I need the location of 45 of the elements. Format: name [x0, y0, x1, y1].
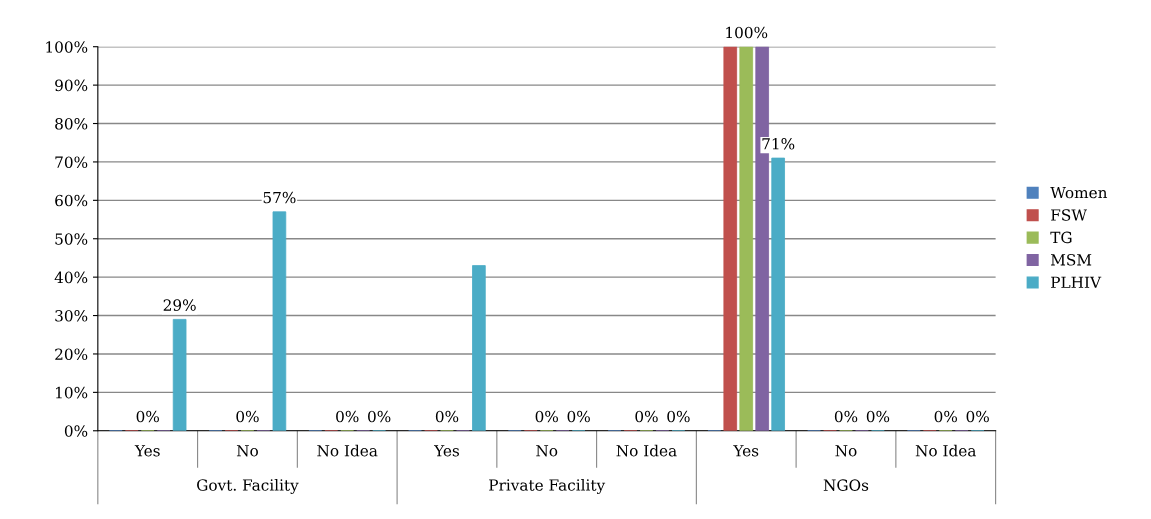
data-label: 0% — [667, 410, 690, 423]
y-tick-label: 0% — [64, 425, 88, 437]
y-tick-label: 30% — [55, 310, 88, 322]
data-label: 71% — [762, 138, 795, 150]
y-tick-label: 60% — [55, 194, 88, 207]
data-label: 0% — [535, 410, 558, 423]
text: NGOs — [823, 479, 869, 491]
legend-label: Women — [1050, 186, 1108, 199]
data-label: 0% — [368, 410, 391, 423]
data-label: 0% — [236, 410, 259, 423]
data-label: 0% — [567, 410, 590, 423]
data-label: 0% — [834, 410, 858, 423]
text: Private Facility — [489, 478, 606, 494]
y-tick-label: 40% — [54, 271, 88, 284]
y-tick-label: 90% — [55, 79, 88, 92]
x-tick-label: Yes — [733, 445, 759, 457]
data-label: 0% — [966, 410, 989, 423]
x-tick-label: No — [236, 445, 258, 457]
x-tick-label: No Idea — [616, 444, 677, 457]
data-label: 57% — [263, 191, 296, 204]
y-tick-label: 100% — [46, 41, 88, 53]
data-label: 0% — [866, 410, 890, 423]
data-label: 0% — [136, 410, 159, 423]
legend-label: TG — [1050, 231, 1072, 244]
data-label: 0% — [635, 410, 658, 423]
legend-label: MSM — [1051, 254, 1092, 266]
y-tick-label: 50% — [55, 233, 88, 245]
x-tick-label: No Idea — [317, 444, 378, 457]
legend-label: PLHIV — [1051, 276, 1102, 288]
y-tick-label: 70% — [55, 156, 88, 168]
x-tick-label: Yes — [433, 445, 459, 457]
data-label: 29% — [163, 299, 196, 311]
x-tick-label: No — [536, 445, 558, 457]
data-label: 0% — [336, 410, 359, 423]
legend-label: FSW — [1051, 209, 1087, 221]
data-label: 0% — [934, 410, 958, 423]
y-tick-label: 20% — [55, 348, 88, 360]
x-tick-label: Yes — [134, 445, 160, 457]
data-label: 100% — [726, 26, 768, 39]
x-tick-label: No — [835, 445, 857, 457]
text: Govt. Facility — [197, 478, 299, 494]
y-tick-label: 10% — [56, 386, 88, 399]
x-tick-label: No Idea — [915, 444, 976, 457]
y-tick-label: 80% — [55, 117, 88, 130]
data-label: 0% — [435, 410, 459, 423]
